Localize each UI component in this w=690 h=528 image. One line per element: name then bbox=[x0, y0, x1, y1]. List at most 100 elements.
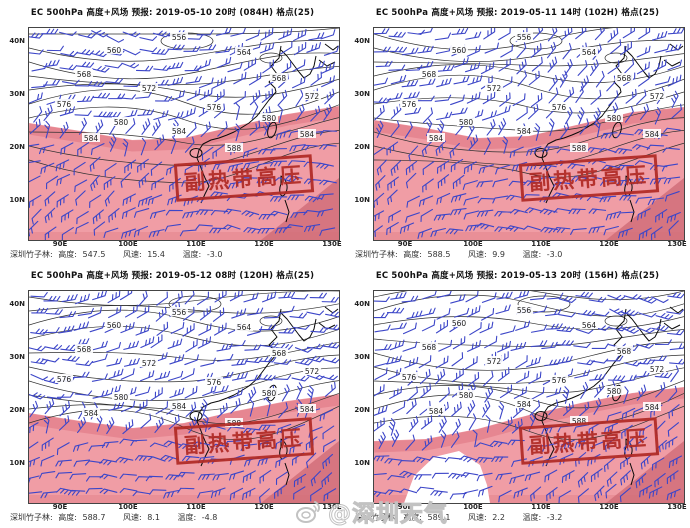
temp-value: -3.0 bbox=[546, 250, 563, 259]
lon-label-110e: 110E bbox=[531, 240, 551, 248]
lon-label-120e: 120E bbox=[599, 240, 619, 248]
wind-value: 15.4 bbox=[147, 250, 166, 259]
temp-label: 温度: bbox=[182, 250, 202, 259]
lat-label-10n: 10N bbox=[354, 459, 370, 467]
station-name: 深圳竹子林: bbox=[355, 513, 398, 522]
temp-label: 温度: bbox=[522, 513, 542, 522]
svg-text:572: 572 bbox=[487, 84, 502, 93]
height-value: 588.7 bbox=[82, 513, 106, 522]
wind-value: 8.1 bbox=[147, 513, 160, 522]
lat-label-40n: 40N bbox=[354, 37, 370, 45]
lat-label-20n: 20N bbox=[9, 143, 25, 151]
svg-text:564: 564 bbox=[582, 48, 597, 57]
station-info-line: 深圳竹子林: 高度: 588.7 风速: 8.1 温度: -4.8 bbox=[10, 512, 220, 523]
height-label: 高度: bbox=[403, 513, 422, 522]
station-info-line: 深圳竹子林: 高度: 589.1 风速: 2.2 温度: -3.2 bbox=[355, 512, 565, 523]
svg-text:576: 576 bbox=[207, 103, 222, 112]
lon-label-130e: 130E bbox=[667, 503, 687, 511]
lon-label-90e: 90E bbox=[52, 503, 68, 511]
weather-map: 556 560 564 568 568 572 572 576 576 580 580 584 584 5… bbox=[29, 291, 339, 503]
station-name: 深圳竹子林: bbox=[10, 250, 53, 259]
svg-text:576: 576 bbox=[552, 376, 567, 385]
svg-text:572: 572 bbox=[487, 357, 502, 366]
svg-text:584: 584 bbox=[300, 405, 315, 414]
svg-text:576: 576 bbox=[207, 378, 222, 387]
lon-label-100e: 100E bbox=[463, 503, 483, 511]
svg-text:572: 572 bbox=[305, 367, 320, 376]
wind-value: 2.2 bbox=[492, 513, 505, 522]
svg-text:584: 584 bbox=[84, 409, 99, 418]
lon-label-130e: 130E bbox=[322, 240, 342, 248]
svg-text:564: 564 bbox=[582, 321, 597, 330]
svg-text:580: 580 bbox=[607, 114, 622, 123]
svg-text:588: 588 bbox=[572, 417, 587, 426]
lat-label-20n: 20N bbox=[354, 406, 370, 414]
lat-label-20n: 20N bbox=[354, 143, 370, 151]
svg-text:572: 572 bbox=[305, 92, 320, 101]
svg-text:580: 580 bbox=[262, 114, 277, 123]
lat-label-40n: 40N bbox=[354, 300, 370, 308]
svg-text:584: 584 bbox=[517, 127, 532, 136]
lon-label-130e: 130E bbox=[667, 240, 687, 248]
svg-text:588: 588 bbox=[227, 144, 242, 153]
svg-text:568: 568 bbox=[617, 347, 632, 356]
svg-text:584: 584 bbox=[172, 127, 187, 136]
svg-text:576: 576 bbox=[552, 103, 567, 112]
temp-value: -3.0 bbox=[206, 250, 223, 259]
panel-title: EC 500hPa 高度+风场 预报: 2019-05-11 14时 (102H… bbox=[375, 8, 660, 18]
panel-title: EC 500hPa 高度+风场 预报: 2019-05-12 08时 (120H… bbox=[30, 271, 315, 281]
svg-text:580: 580 bbox=[114, 393, 129, 402]
weibo-icon bbox=[296, 501, 320, 523]
svg-text:584: 584 bbox=[429, 407, 444, 416]
svg-text:584: 584 bbox=[172, 402, 187, 411]
wind-value: 9.9 bbox=[492, 250, 505, 259]
lon-label-90e: 90E bbox=[397, 503, 413, 511]
svg-text:572: 572 bbox=[650, 365, 665, 374]
height-value: 547.5 bbox=[82, 250, 106, 259]
lat-label-30n: 30N bbox=[9, 90, 25, 98]
lon-label-110e: 110E bbox=[531, 503, 551, 511]
temp-value: -3.2 bbox=[546, 513, 563, 522]
svg-text:564: 564 bbox=[237, 323, 252, 332]
wind-label: 风速: bbox=[467, 513, 487, 522]
svg-text:568: 568 bbox=[422, 70, 437, 79]
wind-label: 风速: bbox=[122, 513, 142, 522]
lat-label-30n: 30N bbox=[354, 353, 370, 361]
svg-text:584: 584 bbox=[300, 130, 315, 139]
svg-text:588: 588 bbox=[227, 419, 242, 428]
weather-map: 556 560 564 568 568 572 572 576 576 580 580 584 584 5… bbox=[374, 28, 684, 240]
svg-text:560: 560 bbox=[107, 321, 122, 330]
svg-text:580: 580 bbox=[459, 118, 474, 127]
height-value: 588.5 bbox=[427, 250, 451, 259]
svg-text:572: 572 bbox=[142, 359, 157, 368]
svg-text:556: 556 bbox=[172, 33, 187, 42]
svg-text:580: 580 bbox=[607, 387, 622, 396]
wind-label: 风速: bbox=[467, 250, 487, 259]
lon-label-110e: 110E bbox=[186, 240, 206, 248]
forecast-panel: EC 500hPa 高度+风场 预报: 2019-05-13 20时 (156H… bbox=[345, 263, 690, 526]
svg-text:560: 560 bbox=[452, 46, 467, 55]
svg-text:568: 568 bbox=[272, 349, 287, 358]
station-name: 深圳竹子林: bbox=[10, 513, 53, 522]
lon-label-100e: 100E bbox=[118, 240, 138, 248]
map-area: 556 560 564 568 568 572 572 576 576 580 580 584 584 5… bbox=[28, 290, 340, 504]
station-name: 深圳竹子林: bbox=[355, 250, 398, 259]
svg-text:568: 568 bbox=[77, 345, 92, 354]
panel-title: EC 500hPa 高度+风场 预报: 2019-05-13 20时 (156H… bbox=[375, 271, 660, 281]
svg-text:576: 576 bbox=[57, 100, 72, 109]
lat-label-10n: 10N bbox=[9, 196, 25, 204]
height-label: 高度: bbox=[403, 250, 422, 259]
svg-text:568: 568 bbox=[272, 74, 287, 83]
height-label: 高度: bbox=[58, 513, 77, 522]
weibo-watermark: @深圳天气 bbox=[294, 494, 448, 528]
weibo-handle: @深圳天气 bbox=[328, 501, 448, 528]
lon-label-90e: 90E bbox=[397, 240, 413, 248]
temp-value: -4.8 bbox=[201, 513, 218, 522]
map-area: 556 560 564 568 568 572 572 576 576 580 580 584 584 5… bbox=[373, 290, 685, 504]
lon-label-100e: 100E bbox=[463, 240, 483, 248]
forecast-panel: EC 500hPa 高度+风场 预报: 2019-05-10 20时 (084H… bbox=[0, 0, 345, 263]
temp-label: 温度: bbox=[522, 250, 542, 259]
weather-map: 556 560 564 568 568 572 572 576 576 580 580 584 584 5… bbox=[374, 291, 684, 503]
svg-text:588: 588 bbox=[572, 144, 587, 153]
svg-text:584: 584 bbox=[645, 403, 660, 412]
